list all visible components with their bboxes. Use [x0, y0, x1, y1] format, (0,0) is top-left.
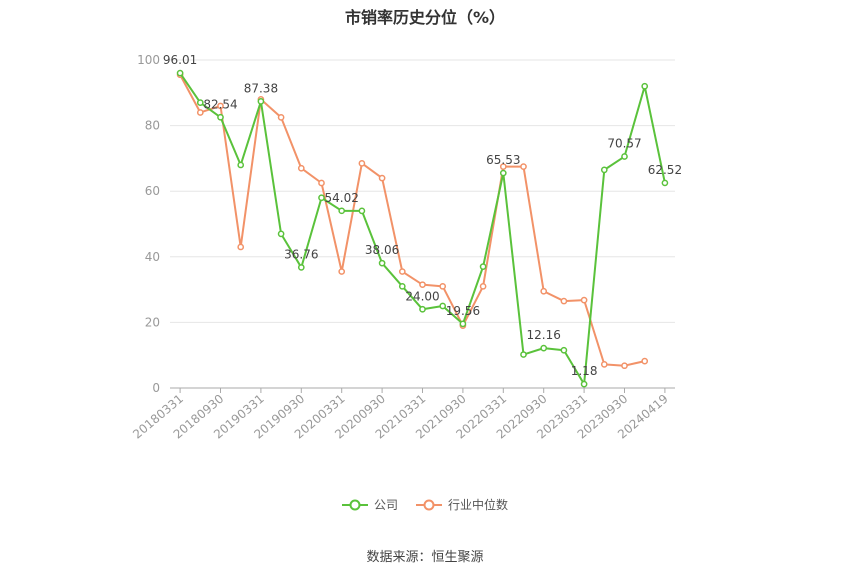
legend: 公司 行业中位数: [0, 496, 850, 513]
company-data-point[interactable]: [580, 380, 588, 388]
industry-median-data-point[interactable]: [439, 282, 447, 290]
industry-median-data-point[interactable]: [419, 281, 426, 289]
y-tick-label: 80: [145, 119, 160, 133]
company-data-point[interactable]: [641, 82, 649, 90]
industry-median-series-line: [179, 74, 645, 367]
legend-industry-marker-icon: [416, 499, 442, 510]
industry-median-data-point[interactable]: [479, 282, 487, 290]
legend-item-company[interactable]: 公司: [341, 496, 398, 513]
company-data-point[interactable]: [217, 113, 224, 121]
company-data-label: 87.38: [244, 81, 278, 95]
company-data-point[interactable]: [196, 99, 204, 106]
industry-median-data-point[interactable]: [358, 159, 366, 167]
company-data-point[interactable]: [176, 69, 184, 77]
series-lines: [176, 69, 669, 388]
industry-median-data-point[interactable]: [378, 174, 386, 182]
company-data-point[interactable]: [600, 166, 608, 174]
company-data-point[interactable]: [661, 179, 669, 187]
y-tick-label: 20: [145, 315, 160, 329]
company-data-point[interactable]: [318, 194, 325, 202]
company-data-label: 12.16: [527, 328, 561, 342]
company-data-label: 70.57: [607, 137, 641, 151]
company-data-point[interactable]: [439, 302, 447, 310]
company-data-label: 65.53: [486, 153, 520, 167]
industry-median-data-point[interactable]: [560, 297, 568, 305]
company-data-point[interactable]: [257, 98, 265, 105]
company-data-point[interactable]: [398, 282, 406, 290]
y-tick-label: 60: [145, 184, 160, 198]
company-data-label: 38.06: [365, 243, 399, 257]
company-data-point[interactable]: [338, 207, 346, 215]
industry-median-data-point[interactable]: [217, 102, 224, 110]
industry-median-data-point[interactable]: [318, 179, 325, 187]
industry-median-data-point[interactable]: [580, 296, 588, 304]
industry-median-data-point[interactable]: [499, 163, 507, 170]
legend-company-marker-icon: [341, 499, 368, 510]
company-data-label: 24.00: [405, 289, 439, 303]
industry-median-data-point[interactable]: [641, 357, 649, 365]
industry-median-data-point[interactable]: [520, 163, 527, 170]
industry-median-data-point[interactable]: [196, 109, 204, 116]
y-tick-label: 40: [145, 250, 160, 264]
company-data-point[interactable]: [520, 351, 527, 358]
company-data-label: 96.01: [163, 53, 197, 67]
company-data-point[interactable]: [540, 344, 548, 352]
company-data-label: 19.56: [446, 304, 480, 318]
industry-median-data-point[interactable]: [277, 114, 285, 121]
company-data-point[interactable]: [378, 259, 386, 267]
industry-median-data-point[interactable]: [540, 287, 548, 295]
company-data-point[interactable]: [297, 264, 305, 271]
industry-median-data-point[interactable]: [338, 268, 346, 275]
y-tick-label: 0: [152, 381, 160, 395]
data-source-note: 数据来源：恒生聚源: [366, 550, 484, 565]
company-data-point[interactable]: [459, 320, 467, 328]
chart-title: 市销率历史分位（%）: [344, 8, 506, 27]
company-data-point[interactable]: [479, 263, 487, 270]
company-data-point[interactable]: [237, 161, 245, 169]
company-data-label: 82.54: [203, 97, 237, 111]
y-tick-label: 100: [137, 53, 160, 67]
company-data-label: 1.18: [571, 364, 598, 378]
legend-label-industry-median: 行业中位数: [448, 498, 509, 512]
company-data-point[interactable]: [499, 169, 507, 177]
industry-median-data-point[interactable]: [237, 243, 245, 251]
company-data-label: 62.52: [648, 163, 682, 177]
company-series-line: [179, 72, 666, 386]
company-data-point[interactable]: [621, 153, 628, 160]
industry-median-data-point[interactable]: [398, 268, 406, 275]
company-data-label: 54.02: [325, 191, 359, 205]
industry-median-data-point[interactable]: [621, 362, 628, 370]
industry-median-data-point[interactable]: [600, 361, 608, 368]
company-data-point[interactable]: [419, 305, 426, 313]
company-data-point[interactable]: [358, 207, 366, 215]
company-data-label: 36.76: [284, 247, 318, 261]
company-data-point[interactable]: [560, 346, 568, 354]
legend-item-industry-median[interactable]: 行业中位数: [416, 496, 508, 513]
company-data-point[interactable]: [277, 230, 285, 238]
industry-median-data-point[interactable]: [297, 164, 305, 172]
data-labels: 96.01 82.54 87.38 36.76 54.02 38.06 24.00 19.56…: [163, 53, 682, 378]
legend-label-company: 公司: [373, 498, 398, 512]
